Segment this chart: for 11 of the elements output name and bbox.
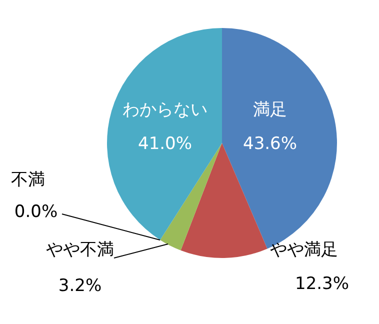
text: 0.0% (14, 202, 58, 222)
data-label: 12.3% (294, 274, 350, 294)
slice-label: わからない (122, 100, 208, 120)
data-label: 3.2% (58, 276, 102, 296)
slice-label: 満足 (253, 100, 287, 120)
pie-slice (107, 28, 222, 240)
data-label: 43.6% (242, 134, 298, 154)
data-label: 41.0% (138, 134, 192, 154)
slice-label: やや不満 (46, 240, 114, 260)
category-label: 不満 (11, 170, 45, 190)
slice-label: やや満足 (270, 240, 338, 260)
